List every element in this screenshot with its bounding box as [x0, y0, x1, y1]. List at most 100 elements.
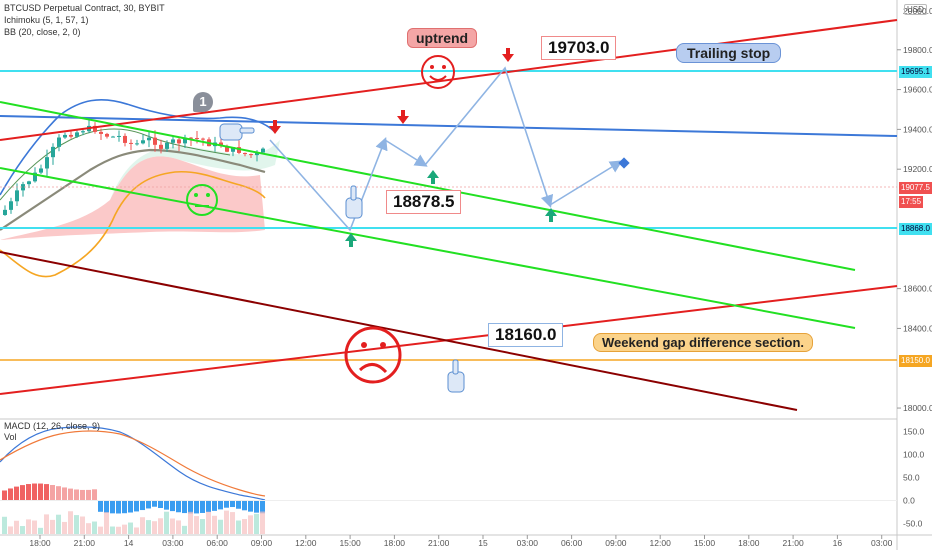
- macd-histogram-bar: [86, 489, 91, 501]
- candle-body: [219, 142, 223, 146]
- projection-path-4: [549, 160, 623, 206]
- time-axis[interactable]: 18:00 21:00 14 03:00 06:00 09:00 12:00 15:00 18:…: [29, 535, 893, 548]
- candle-body: [177, 139, 181, 144]
- volume-bar: [32, 520, 37, 534]
- candle-body: [141, 140, 145, 144]
- volume-bar: [14, 520, 19, 534]
- down-arrow-red-icon: [502, 48, 514, 62]
- marker-badge[interactable]: 1: [193, 92, 213, 112]
- macd-histogram-bar: [44, 484, 49, 501]
- trendline-green-upper[interactable]: [0, 101, 856, 271]
- price-axis[interactable]: 19800.0 19600.0 19400.0 19200.0 18600.0 18400…: [897, 6, 932, 413]
- volume-bar: [152, 521, 157, 534]
- price-tag-cyan-bottom: 18868.0: [899, 223, 932, 235]
- trendline-green-lower[interactable]: [0, 167, 856, 329]
- volume-bar: [80, 516, 85, 534]
- candle-body: [111, 136, 115, 138]
- candle-body: [249, 154, 253, 156]
- macd-histogram-bar: [194, 500, 199, 514]
- time-tick-label: 06:00: [561, 538, 583, 548]
- candle-body: [189, 137, 193, 139]
- volume-bar: [164, 511, 169, 534]
- macd-histogram-bar: [68, 488, 73, 501]
- uptrend-callout[interactable]: uptrend: [407, 28, 478, 48]
- macd-histogram-bar: [242, 500, 247, 511]
- macd-histogram-bar: [260, 500, 265, 514]
- volume-bar: [128, 522, 133, 534]
- time-tick-label: 03:00: [517, 538, 539, 548]
- pointing-hand-icon: [219, 123, 255, 141]
- ichimoku-cloud: [0, 156, 265, 240]
- time-tick-label: 09:00: [605, 538, 627, 548]
- candle-body: [15, 190, 19, 202]
- up-arrow-green-icon: [427, 170, 439, 184]
- projection-path-1: [269, 137, 388, 232]
- candle-body: [237, 147, 241, 153]
- macd-tick-label: 150.0: [903, 427, 925, 437]
- trendline-red-upper[interactable]: [0, 19, 898, 141]
- candle-body: [129, 142, 133, 144]
- macd-histogram-bar: [200, 500, 205, 513]
- macd-tick-label: 50.0: [903, 473, 920, 483]
- volume-bar: [224, 510, 229, 534]
- price-tag-cyan-top: 19695.1: [899, 66, 932, 78]
- volume-bar: [182, 525, 187, 534]
- candle-body: [99, 131, 103, 134]
- candle-body: [33, 172, 37, 182]
- time-tick-label: 03:00: [871, 538, 893, 548]
- macd-histogram-bar: [38, 483, 43, 501]
- volume-bar: [212, 515, 217, 534]
- candle-body: [69, 134, 73, 137]
- time-tick-label: 09:00: [251, 538, 273, 548]
- happy-face-icon: [421, 55, 455, 89]
- up-arrow-green-icon: [545, 208, 557, 222]
- volume-bar: [116, 526, 121, 534]
- currency-badge[interactable]: USD: [904, 4, 927, 15]
- price-tick-label: 19400.0: [903, 124, 932, 134]
- trailing-stop-callout[interactable]: Trailing stop: [676, 43, 782, 63]
- time-tick-label: 06:00: [207, 538, 229, 548]
- countdown-timer: 17:55: [899, 196, 924, 208]
- macd-histogram-bar: [236, 500, 241, 509]
- price-tick-label: 20000.0: [903, 6, 932, 16]
- candle-body: [201, 138, 205, 140]
- price-tick-label: 18600.0: [903, 284, 932, 294]
- volume-bar: [50, 519, 55, 534]
- time-tick-label: 14: [124, 538, 134, 548]
- macd-histogram-bar: [116, 500, 121, 514]
- volume-bar: [8, 526, 13, 534]
- macd-histogram-bar: [224, 500, 229, 508]
- volume-bar: [200, 519, 205, 534]
- macd-tick-label: -50.0: [903, 519, 923, 529]
- volume-bar: [254, 513, 259, 534]
- macd-histogram-bar: [218, 500, 223, 510]
- macd-histogram-bar: [128, 500, 133, 513]
- macd-histogram-bar: [26, 484, 31, 501]
- bb-basis: [0, 148, 266, 231]
- pointing-hand-icon: [447, 359, 465, 393]
- price-callout-high[interactable]: 19703.0: [541, 36, 617, 60]
- macd-histogram-bar: [170, 500, 175, 512]
- candle-body: [195, 138, 199, 140]
- volume-bar: [62, 521, 67, 534]
- candle-body: [159, 144, 163, 149]
- macd-histogram-bar: [230, 500, 235, 508]
- candle-body: [153, 137, 157, 145]
- candle-body: [45, 157, 49, 169]
- macd-histogram-bar: [80, 489, 85, 501]
- macd-histogram-bar: [182, 500, 187, 514]
- macd-histogram-bar: [152, 500, 157, 507]
- volume-bar: [170, 518, 175, 534]
- volume-bar: [206, 511, 211, 534]
- weekend-gap-callout[interactable]: Weekend gap difference section.: [593, 333, 814, 352]
- macd-signal-line: [0, 430, 266, 497]
- price-tag-orange: 18150.0: [899, 355, 932, 367]
- price-callout-low[interactable]: 18160.0: [488, 323, 564, 347]
- macd-histogram: [2, 483, 265, 534]
- volume-bar: [110, 526, 115, 534]
- macd-histogram-bar: [158, 500, 163, 509]
- price-callout-mid[interactable]: 18878.5: [386, 190, 462, 214]
- trendline-darkred[interactable]: [0, 251, 798, 411]
- time-tick-label: 15: [478, 538, 488, 548]
